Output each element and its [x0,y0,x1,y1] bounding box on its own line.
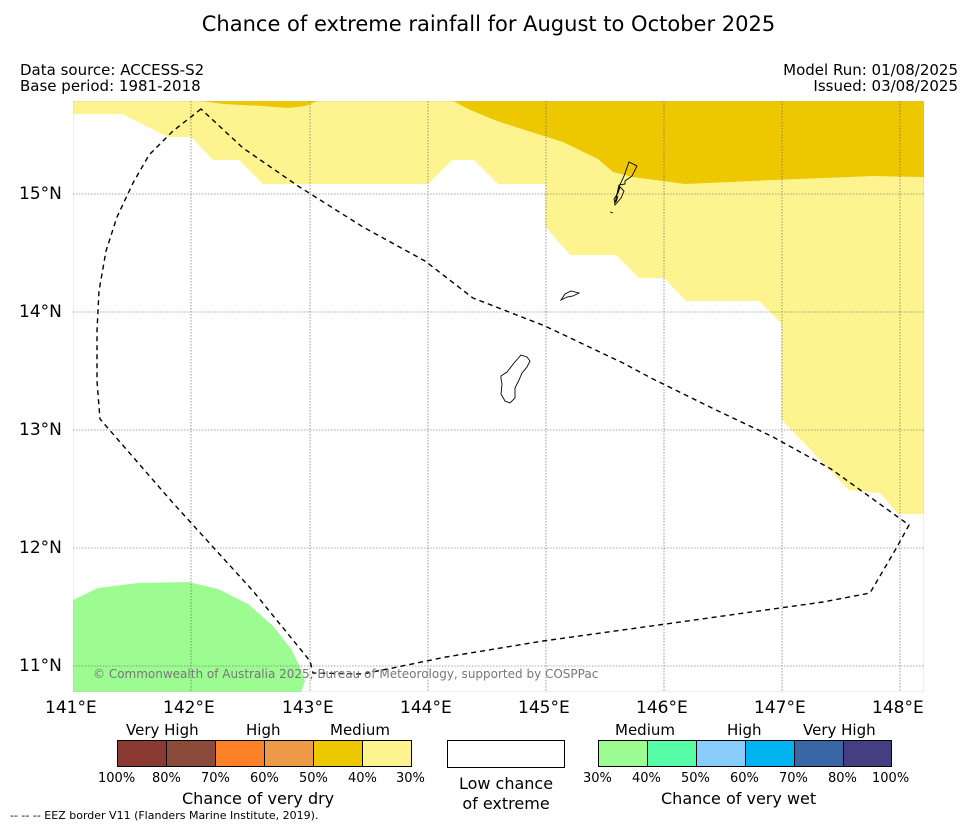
eez-footnote: -- -- -- EEZ border V11 (Flanders Marine… [10,809,319,822]
dry-swatch-40-30 [362,740,412,767]
base-period: Base period: 1981-2018 [20,77,201,95]
medium-dry-dark-region-east [453,101,924,184]
eez-border [96,108,910,675]
wet-pct-30: 30% [583,771,612,786]
model-run: Model Run: 01/08/2025 [783,61,958,79]
guam-island [500,354,531,404]
dry-category-high: High [246,721,281,739]
lat-label-13n: 13°N [19,420,62,440]
wet-swatch-60-70 [745,740,795,767]
dry-pct-70: 70% [201,771,230,786]
lat-label-11n: 11°N [19,656,62,676]
dry-swatch-50-40 [313,740,363,767]
lat-label-14n: 14°N [19,302,62,322]
lon-label-144e: 144°E [400,698,452,718]
dry-swatch-100-80 [117,740,167,767]
wet-pct-40: 40% [632,771,661,786]
dry-pct-60: 60% [250,771,279,786]
tinian-saipan-islands [614,161,638,204]
rota-island [559,290,581,302]
wet-category-very-high: Very High [803,721,876,739]
data-source: Data source: ACCESS-S2 [20,61,205,79]
wet-legend-title: Chance of very wet [661,789,817,808]
wet-category-medium: Medium [615,721,675,739]
wet-swatch-50-60 [696,740,746,767]
lat-label-12n: 12°N [19,538,62,558]
dry-swatch-70-60 [215,740,265,767]
medium-dry-region [73,101,924,514]
graticule [73,101,924,692]
dry-swatch-60-50 [264,740,314,767]
low-chance-swatch [447,740,565,768]
islands [500,161,638,404]
wet-pct-80: 80% [828,771,857,786]
low-chance-line2: of extreme [462,794,550,813]
lon-label-142e: 142°E [163,698,215,718]
dry-pct-50: 50% [299,771,328,786]
medium-wet-region [73,582,305,692]
low-chance-label: Low chance of extreme [440,774,572,814]
copyright-notice: © Commonwealth of Australia 2025, Bureau… [93,667,599,681]
wet-category-high: High [727,721,762,739]
lon-label-148e: 148°E [872,698,924,718]
wet-swatch-30-40 [598,740,648,767]
wet-pct-60: 60% [730,771,759,786]
medium-dry-dark-region-west [201,101,318,108]
wet-pct-70: 70% [779,771,808,786]
issued-date: Issued: 03/08/2025 [813,77,958,95]
tinian-island [613,186,625,207]
wet-swatch-40-50 [647,740,697,767]
lon-label-145e: 145°E [518,698,570,718]
wet-pct-100: 100% [872,771,910,786]
dry-category-very-high: Very High [126,721,199,739]
dry-pct-100: 100% [98,771,136,786]
wet-pct-50: 50% [681,771,710,786]
dry-category-medium: Medium [330,721,390,739]
wet-swatch-80-100 [843,740,892,767]
lon-label-141e: 141°E [45,698,97,718]
lon-label-143e: 143°E [282,698,334,718]
dry-pct-30: 30% [396,771,425,786]
dry-swatch-80-70 [166,740,216,767]
dry-pct-80: 80% [152,771,181,786]
dry-legend-title: Chance of very dry [182,789,335,808]
lon-label-146e: 146°E [636,698,688,718]
wet-swatch-70-80 [794,740,844,767]
low-chance-line1: Low chance [458,774,554,793]
lat-label-15n: 15°N [19,184,62,204]
rainfall-map [73,101,924,692]
lon-label-147e: 147°E [754,698,806,718]
dry-pct-40: 40% [348,771,377,786]
aguijan-island [609,211,614,214]
map-title: Chance of extreme rainfall for August to… [201,12,776,36]
